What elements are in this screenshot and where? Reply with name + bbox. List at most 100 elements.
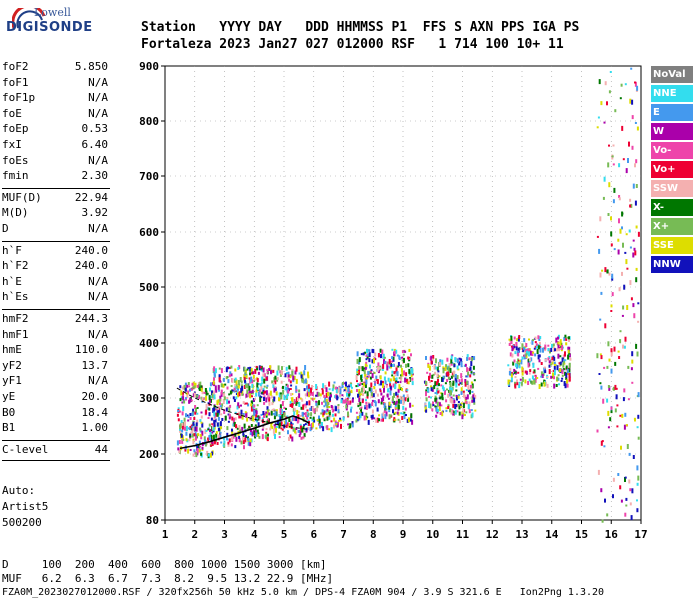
- echo-point: [628, 141, 630, 147]
- echo-point: [333, 381, 336, 384]
- echo-point: [445, 364, 448, 369]
- param-row: yE 20.0: [2, 390, 108, 405]
- echo-point: [266, 371, 269, 374]
- echo-point: [446, 388, 448, 391]
- echo-point: [378, 383, 381, 386]
- echo-point: [608, 90, 611, 94]
- echo-point: [326, 405, 329, 409]
- echo-point: [213, 371, 216, 377]
- echo-point: [199, 445, 202, 448]
- echo-point: [329, 396, 331, 401]
- echo-point: [244, 383, 247, 389]
- echo-point: [459, 382, 462, 385]
- param-row: foF2 5.850: [2, 60, 108, 75]
- echo-point: [600, 440, 603, 446]
- echo-point: [267, 420, 270, 424]
- echo-point: [600, 101, 603, 106]
- echo-point: [374, 352, 377, 357]
- echo-point: [219, 405, 222, 408]
- echo-point: [271, 409, 274, 411]
- echo-point: [394, 411, 397, 414]
- echo-point: [245, 412, 248, 417]
- echo-point: [222, 383, 225, 388]
- echo-point: [273, 396, 276, 402]
- echo-point: [250, 400, 253, 403]
- echo-point: [370, 388, 373, 394]
- echo-point: [543, 366, 546, 369]
- echo-point: [402, 405, 405, 410]
- echo-point: [249, 372, 251, 376]
- echo-point: [375, 375, 378, 380]
- echo-point: [199, 381, 202, 387]
- echo-point: [326, 425, 329, 431]
- echo-point: [565, 342, 568, 346]
- echo-point: [287, 430, 289, 435]
- echo-point: [280, 394, 283, 400]
- echo-point: [310, 423, 313, 428]
- echo-point: [187, 382, 190, 385]
- echo-point: [323, 400, 326, 403]
- echo-point: [398, 377, 401, 380]
- echo-point: [432, 373, 435, 376]
- echo-point: [637, 392, 640, 398]
- echo-point: [181, 429, 184, 433]
- echo-point: [324, 417, 327, 420]
- echo-point: [252, 374, 255, 379]
- echo-point: [274, 411, 277, 417]
- echo-point: [435, 414, 438, 418]
- echo-point: [210, 398, 212, 403]
- echo-point: [358, 398, 361, 402]
- echo-point: [198, 395, 201, 399]
- echo-point: [448, 393, 451, 397]
- echo-point: [393, 392, 395, 398]
- echo-point: [232, 434, 235, 439]
- echo-point: [544, 358, 547, 362]
- legend-item-vo-: Vo-: [651, 142, 693, 159]
- echo-point: [632, 252, 635, 258]
- echo-point: [355, 375, 358, 380]
- echo-point: [513, 336, 516, 340]
- param-name: fxI: [2, 138, 22, 151]
- echo-point: [508, 343, 511, 346]
- echo-point: [304, 378, 307, 384]
- echo-point: [429, 403, 432, 409]
- echo-point: [317, 392, 320, 397]
- echo-point: [248, 426, 251, 430]
- echo-point: [540, 362, 543, 365]
- echo-point: [551, 343, 553, 348]
- echo-point: [358, 411, 361, 415]
- echo-point: [250, 368, 253, 373]
- echo-point: [304, 365, 307, 370]
- legend-item-x-: X-: [651, 199, 693, 216]
- echo-point: [257, 434, 259, 437]
- echo-point: [532, 362, 535, 368]
- echo-point: [219, 395, 222, 399]
- echo-point: [377, 353, 380, 357]
- echo-point: [514, 371, 517, 374]
- echo-point: [528, 358, 531, 362]
- echo-point: [608, 144, 610, 147]
- echo-point: [315, 394, 318, 397]
- param-value: 3.92: [81, 206, 109, 220]
- echo-point: [285, 372, 288, 375]
- param-row: yF2 13.7: [2, 359, 108, 374]
- echo-point: [214, 368, 217, 374]
- echo-point: [368, 349, 371, 353]
- echo-point: [537, 367, 540, 370]
- echo-point: [260, 396, 263, 399]
- echo-point: [347, 400, 350, 405]
- param-name: h`F: [2, 243, 22, 257]
- echo-point: [438, 383, 440, 387]
- echo-point: [607, 385, 610, 388]
- echo-point: [385, 411, 388, 417]
- echo-point: [211, 423, 214, 426]
- echo-point: [211, 441, 214, 444]
- echo-point: [183, 426, 186, 431]
- echo-point: [266, 384, 269, 387]
- echo-point: [214, 437, 217, 440]
- echo-point: [610, 310, 613, 312]
- echo-point: [211, 392, 214, 398]
- echo-point: [289, 434, 292, 439]
- echo-point: [365, 354, 368, 357]
- echo-point: [254, 368, 257, 374]
